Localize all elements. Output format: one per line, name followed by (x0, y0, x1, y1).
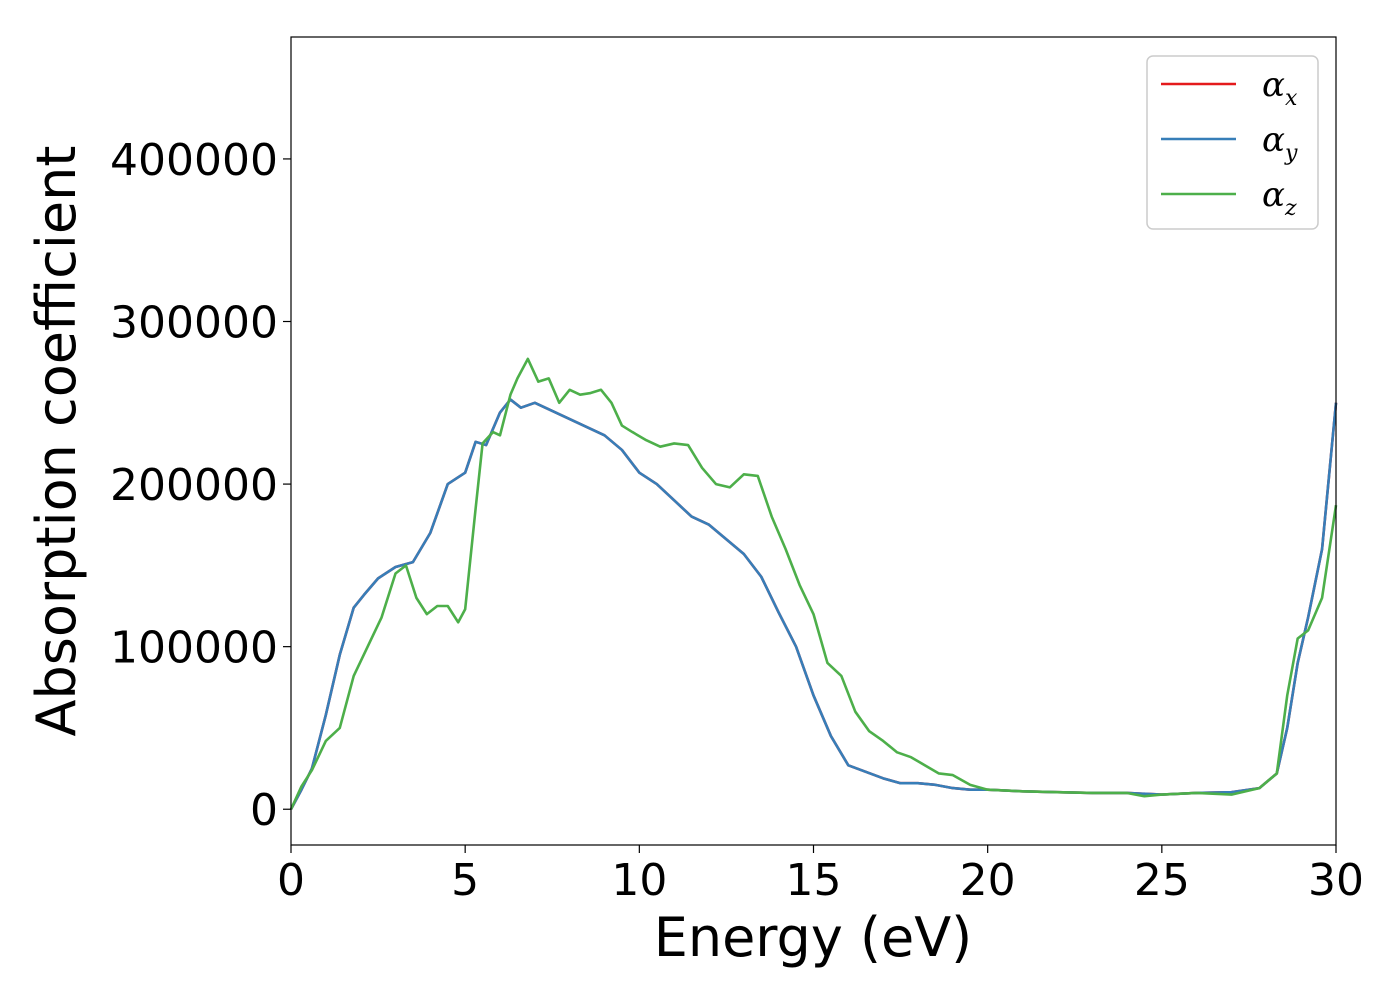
legend-symbol: α (1262, 175, 1285, 215)
y-axis-label: Absorption coefficient (25, 146, 88, 737)
legend-subscript: y (1284, 141, 1298, 166)
legend-symbol: α (1262, 65, 1285, 105)
x-tick-label: 15 (786, 855, 842, 906)
series-line-z (289, 357, 1338, 810)
x-tick-label: 10 (611, 855, 667, 906)
y-tick-label: 200000 (110, 460, 278, 511)
x-tick-label: 0 (277, 855, 305, 906)
legend-subscript: z (1284, 196, 1297, 221)
y-axis-ticks: 0 100000 200000 300000 400000 (110, 135, 291, 836)
x-axis-ticks: 0 5 10 15 20 25 30 (277, 845, 1364, 906)
y-tick-label: 300000 (110, 298, 278, 349)
x-tick-label: 20 (960, 855, 1016, 906)
series-line-y (289, 398, 1338, 810)
legend-label-z: αz (1262, 175, 1297, 221)
y-tick-label: 400000 (110, 135, 278, 186)
legend-label-x: αx (1262, 65, 1298, 111)
series-layer (289, 357, 1338, 810)
y-tick-label: 0 (250, 785, 278, 836)
legend-label-y: αy (1262, 120, 1298, 166)
legend-symbol: α (1262, 120, 1285, 160)
legend-subscript: x (1285, 86, 1298, 111)
x-tick-label: 30 (1308, 855, 1364, 906)
y-tick-label: 100000 (110, 623, 278, 674)
legend-box (1146, 55, 1319, 230)
x-axis-label: Energy (eV) (654, 906, 973, 969)
x-tick-label: 25 (1134, 855, 1190, 906)
x-tick-label: 5 (451, 855, 479, 906)
